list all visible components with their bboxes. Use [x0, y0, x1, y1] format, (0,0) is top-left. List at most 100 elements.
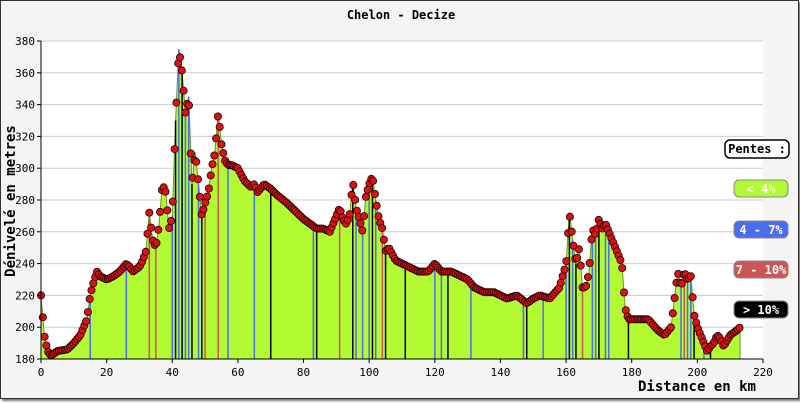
x-tick-label: 100 — [359, 366, 379, 379]
elevation-point — [143, 229, 152, 238]
elevation-point — [560, 265, 569, 274]
y-tick-label: 240 — [15, 258, 35, 271]
y-tick-labels: 180 200 220 240 260 280 300 320 340 360 380 — [15, 35, 41, 366]
legend-label: > 10% — [743, 303, 780, 317]
y-tick-label: 340 — [15, 99, 35, 112]
y-tick-label: 220 — [15, 289, 35, 302]
elevation-point — [582, 281, 591, 290]
elevation-point — [361, 192, 370, 201]
elevation-point — [351, 195, 360, 204]
elevation-point — [203, 192, 212, 201]
elevation-point — [356, 219, 365, 228]
elevation-point — [567, 227, 576, 236]
elevation-point — [195, 192, 204, 201]
x-tick-label: 0 — [38, 366, 45, 379]
elevation-point — [576, 261, 585, 270]
elevation-point — [573, 253, 582, 262]
elevation-point — [152, 238, 161, 247]
elevation-point — [83, 308, 92, 317]
elevation-point — [181, 108, 190, 117]
elevation-point — [186, 149, 195, 158]
x-tick-label: 140 — [491, 366, 511, 379]
x-tick-label: 40 — [166, 366, 179, 379]
elevation-point — [666, 323, 675, 332]
y-tick-label: 320 — [15, 130, 35, 143]
elevation-point — [374, 212, 383, 221]
elevation-point — [677, 279, 686, 288]
elevation-point — [369, 176, 378, 185]
elevation-point — [172, 98, 181, 107]
elevation-point — [212, 134, 221, 143]
elevation-point — [163, 206, 172, 215]
elevation-point — [147, 223, 156, 232]
elevation-point — [184, 101, 193, 110]
elevation-point — [556, 278, 565, 287]
elevation-point — [179, 86, 188, 95]
elevation-point — [206, 171, 215, 180]
elevation-points — [37, 53, 744, 360]
chart-title: Chelon - Decize — [347, 8, 455, 22]
legend-label: < 4% — [747, 182, 777, 196]
y-tick-label: 360 — [15, 67, 35, 80]
y-tick-label: 180 — [15, 353, 35, 366]
elevation-point — [358, 226, 367, 235]
elevation-point — [166, 216, 175, 225]
x-axis-label: Distance en km — [638, 379, 756, 395]
legend-swatch — [733, 300, 789, 319]
elevation-point — [585, 258, 594, 267]
elevation-point — [161, 187, 170, 196]
elevation-point — [156, 207, 165, 216]
y-tick-label: 260 — [15, 226, 35, 239]
elevation-point — [569, 241, 578, 250]
elevation-point — [370, 189, 379, 198]
elevation-point — [154, 225, 163, 234]
x-tick-label: 200 — [687, 366, 707, 379]
x-tick-label: 120 — [425, 366, 445, 379]
elevation-point — [204, 184, 213, 193]
elevation-point — [199, 205, 208, 214]
elevation-point — [82, 317, 91, 326]
elevation-point — [215, 122, 224, 131]
x-tick-label: 180 — [622, 366, 642, 379]
elevation-point — [620, 288, 629, 297]
elevation-point — [360, 212, 369, 221]
elevation-point — [565, 212, 574, 221]
x-tick-label: 220 — [753, 366, 773, 379]
elevation-point — [165, 223, 174, 232]
elevation-point — [168, 197, 177, 206]
elevation-point — [562, 257, 571, 266]
elevation-point — [170, 145, 179, 154]
legend-title: Pentes : — [728, 142, 786, 156]
elevation-point — [587, 235, 596, 244]
elevation-point — [193, 175, 202, 184]
elevation-point — [735, 323, 744, 332]
elevation-point — [686, 272, 695, 281]
elevation-point — [175, 53, 184, 62]
legend-label: 4 - 7% — [739, 223, 783, 237]
x-tick-label: 160 — [556, 366, 576, 379]
elevation-point — [208, 160, 217, 169]
x-tick-labels: 0 20 40 60 80 100 120 140 160 180 200 220 — [38, 359, 773, 379]
elevation-point — [349, 180, 358, 189]
elevation-point — [379, 235, 388, 244]
y-tick-label: 280 — [15, 194, 35, 207]
elevation-point — [210, 151, 219, 160]
elevation-point — [558, 272, 567, 281]
elevation-point — [217, 140, 226, 149]
elevation-point — [668, 309, 677, 318]
y-tick-label: 380 — [15, 35, 35, 48]
legend-swatch — [733, 179, 789, 198]
x-tick-label: 20 — [100, 366, 113, 379]
legend-label: 7 - 10% — [736, 263, 787, 277]
elevation-point — [141, 247, 150, 256]
elevation-point — [618, 264, 627, 273]
elevation-point — [42, 341, 51, 350]
elevation-point — [378, 224, 387, 233]
legend-title-box — [724, 139, 790, 159]
elevation-point — [363, 185, 372, 194]
elevation-point — [670, 293, 679, 302]
y-tick-label: 300 — [15, 162, 35, 175]
elevation-point — [372, 201, 381, 210]
